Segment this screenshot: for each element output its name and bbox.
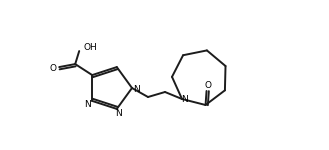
Text: N: N [182,96,189,105]
Text: N: N [115,109,122,118]
Text: OH: OH [83,43,97,52]
Text: O: O [50,64,57,73]
Text: N: N [84,100,90,109]
Text: N: N [133,84,139,93]
Text: O: O [204,81,211,90]
